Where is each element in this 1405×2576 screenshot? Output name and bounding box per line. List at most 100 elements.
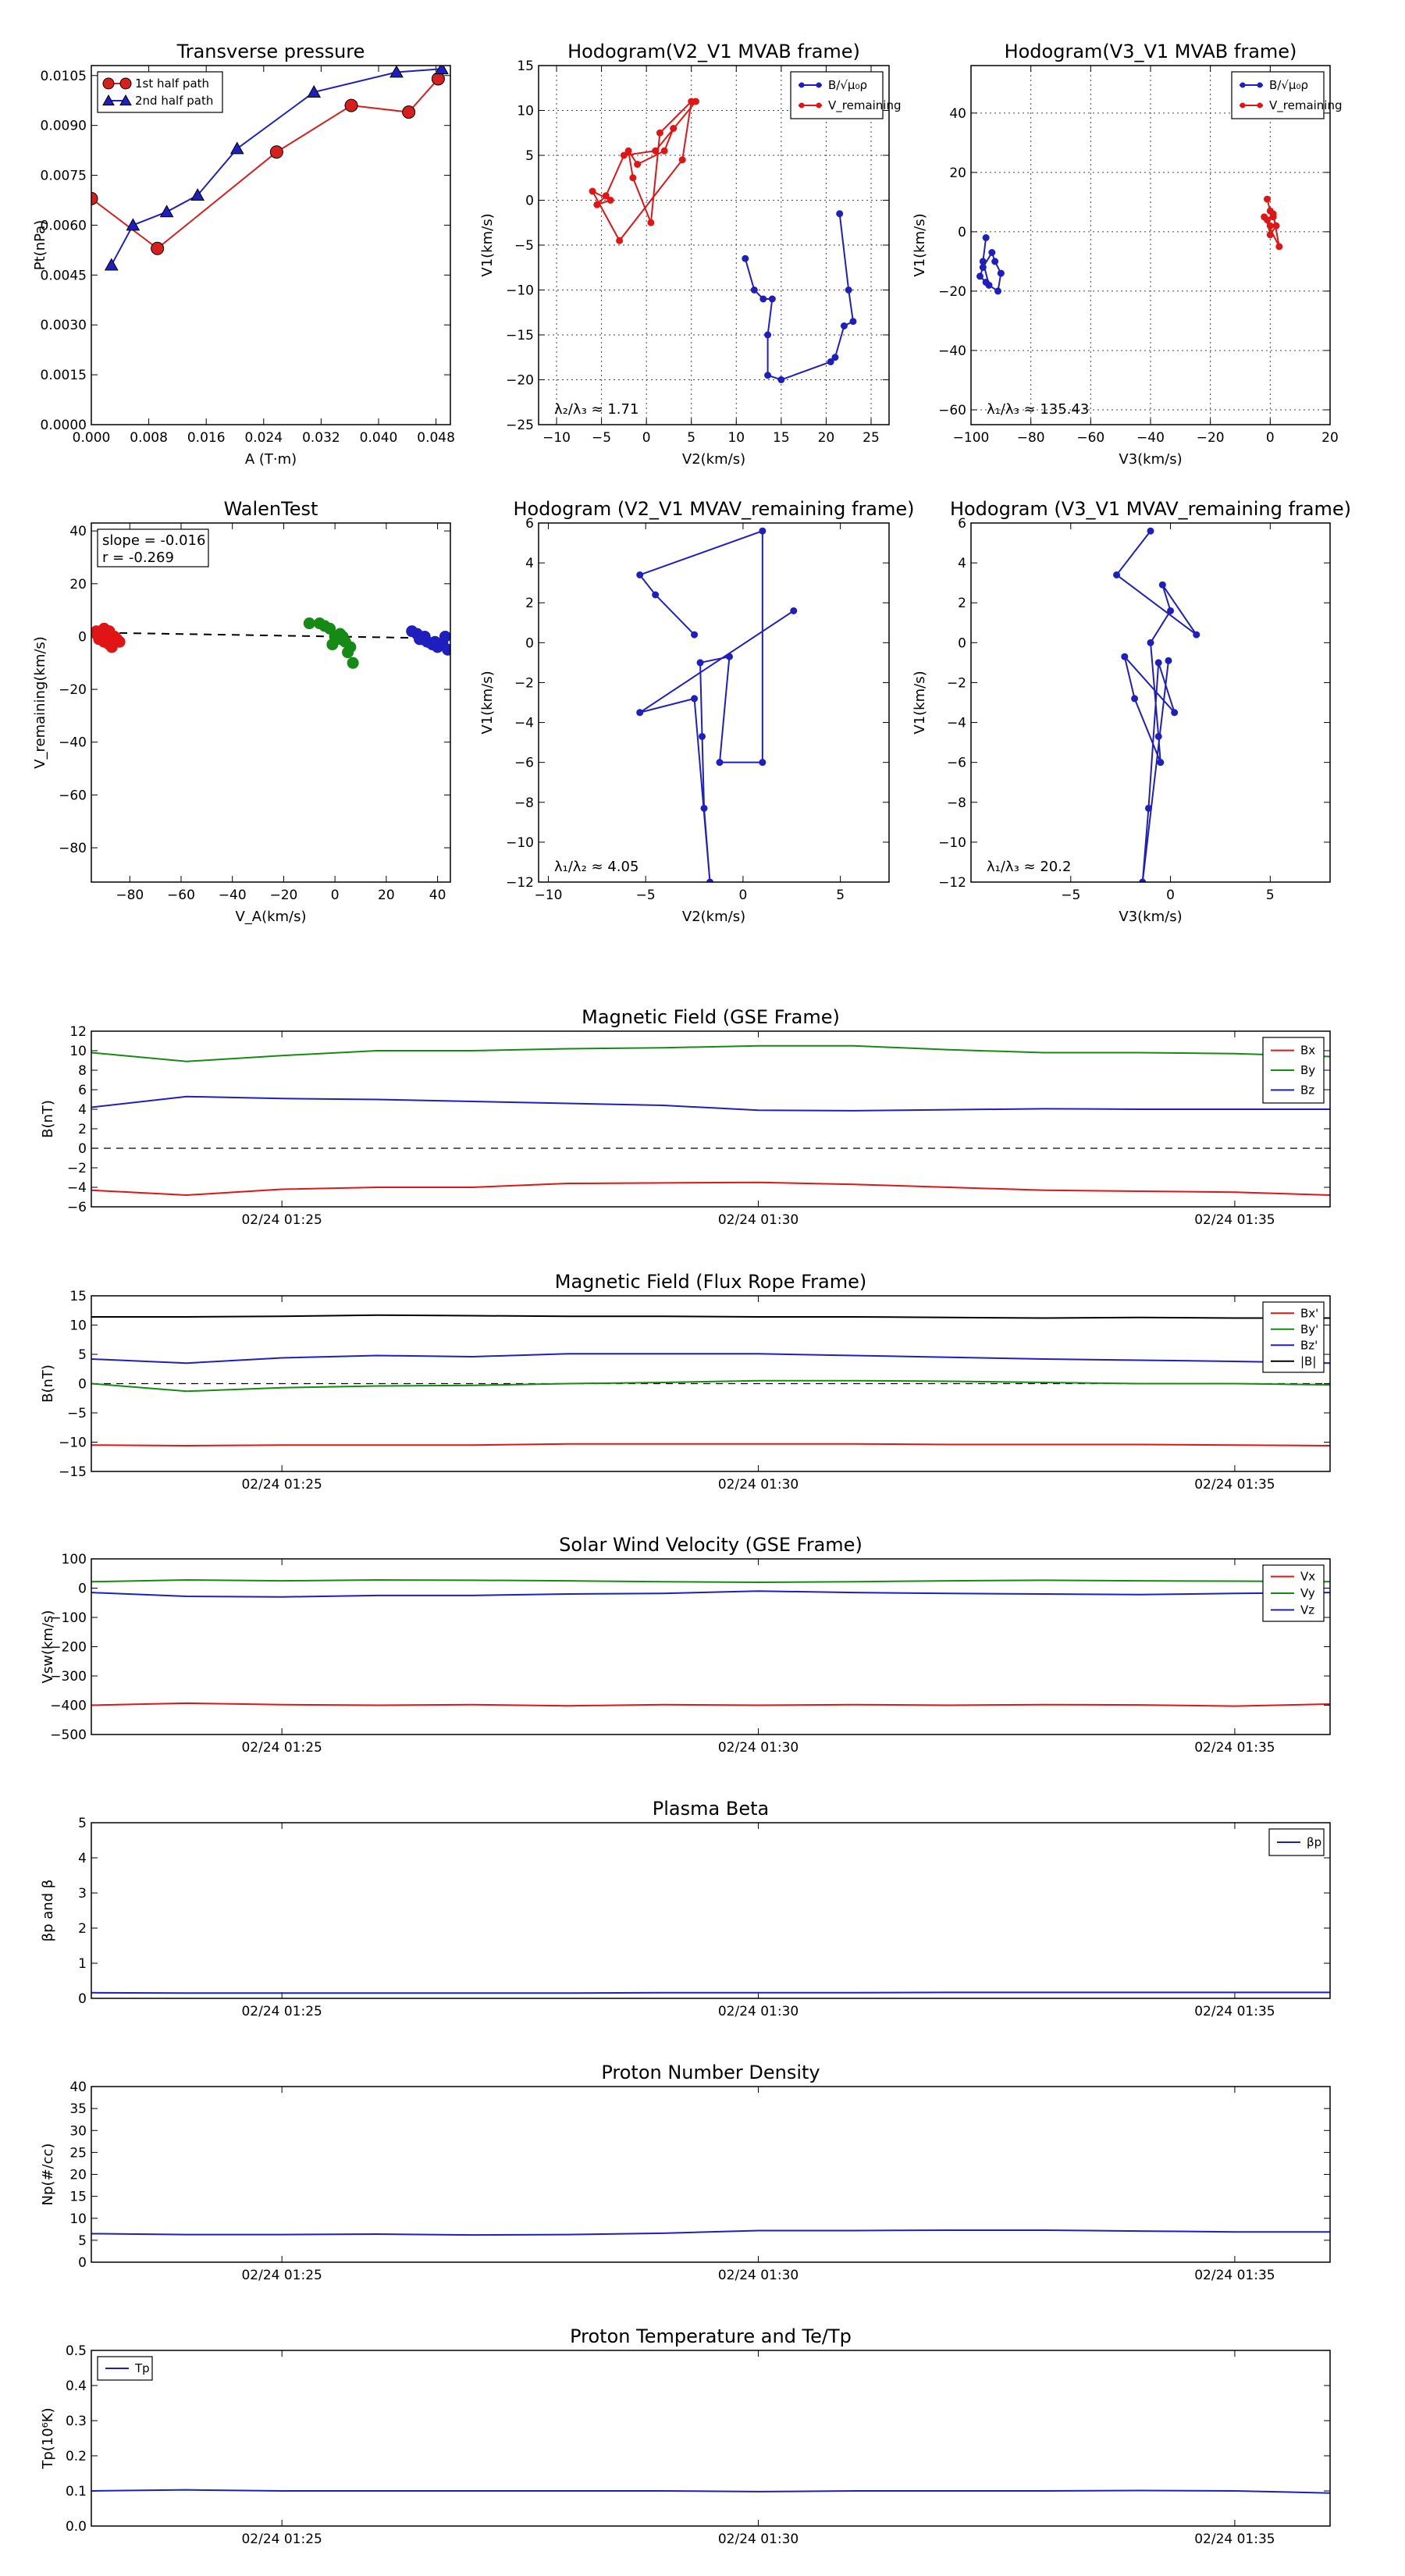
x-tick-label: 02/24 01:35: [1194, 2532, 1275, 2547]
y-tick-label: −10: [938, 835, 966, 851]
y-tick-label: 5: [78, 2233, 87, 2249]
stats-text: r = -0.269: [102, 550, 174, 566]
series-v-remaining-point: [616, 237, 624, 244]
plot-area: [589, 98, 857, 383]
chart-title: Transverse pressure: [176, 41, 365, 62]
x-tick-label: 02/24 01:35: [1194, 1740, 1275, 1756]
y-tick-label: 25: [69, 2145, 87, 2161]
series-0-point: [691, 631, 699, 639]
legend-label: 2nd half path: [135, 94, 213, 108]
y-tick-label: −10: [506, 283, 534, 299]
legend-marker: [799, 82, 805, 88]
legend-marker: [119, 77, 132, 90]
y-tick-label: −12: [938, 875, 966, 891]
chart-title: Hodogram (V2_V1 MVAV_remaining frame): [513, 498, 914, 520]
y-tick-label: 0: [78, 629, 87, 645]
chart-p12: Proton Temperature and Te/Tp 02/24 01:25 0…: [40, 2325, 1331, 2547]
plot-frame: [538, 65, 890, 425]
series-v-remaining-point: [652, 147, 660, 155]
y-tick-label: −2: [67, 1161, 87, 1176]
y-tick-label: −400: [50, 1699, 87, 1714]
legend: Tp: [97, 2356, 153, 2381]
chart-title: Proton Temperature and Te/Tp: [570, 2325, 852, 2347]
chart-p6: Hodogram (V3_V1 MVAV_remaining frame) −5 0…: [912, 498, 1351, 925]
x-tick-label: −5: [636, 888, 656, 903]
series-0-point: [759, 527, 767, 535]
y-tick-label: 5: [78, 1347, 87, 1363]
plot-area: [976, 195, 1283, 295]
plot-frame: [91, 1295, 1331, 1472]
y-tick-label: −8: [514, 795, 534, 811]
x-tick-label: 02/24 01:30: [718, 2532, 799, 2547]
y-tick-label: 4: [78, 1102, 87, 1118]
x-tick-label: 0: [642, 430, 651, 446]
legend-box: [97, 71, 223, 113]
x-tick-label: 02/24 01:25: [241, 2004, 322, 2019]
series-0-point: [696, 659, 704, 667]
series-b--point: [742, 254, 749, 262]
y-tick-label: 40: [69, 524, 87, 539]
series-0-point: [759, 759, 767, 767]
y-tick-label: −15: [59, 1464, 87, 1480]
y-axis-label: Pt(nPa): [32, 220, 48, 270]
series-b--point: [849, 318, 857, 326]
series-b--point: [840, 322, 848, 329]
chart-p5: Hodogram (V2_V1 MVAV_remaining frame) −10…: [479, 498, 915, 925]
y-axis-label: Tp(10⁶K): [40, 2407, 56, 2469]
chart-p9: Solar Wind Velocity (GSE Frame) 02/24 01:…: [40, 1534, 1331, 1756]
plot-frame: [91, 1558, 1331, 1735]
y-tick-label: −20: [938, 284, 966, 300]
x-tick-label: 02/24 01:30: [718, 2268, 799, 2283]
series-v-remaining-point: [1266, 222, 1274, 229]
y-tick-label: −6: [514, 756, 534, 771]
y-tick-label: 4: [78, 1851, 87, 1866]
x-axis-label: V3(km/s): [1119, 909, 1182, 925]
series-0-point: [1154, 659, 1162, 667]
series-0-point: [691, 695, 699, 703]
legend-marker: [1257, 82, 1263, 88]
y-tick-label: −200: [50, 1640, 87, 1656]
legend-label: V_remaining: [1269, 98, 1343, 113]
x-tick-label: 02/24 01:30: [718, 1477, 799, 1493]
series-2nd-half-path-line: [110, 68, 443, 266]
series-2nd-half-path-point: [435, 66, 449, 75]
series-v-remaining-point: [660, 147, 668, 155]
y-tick-label: 8: [78, 1063, 87, 1079]
chart-title: Plasma Beta: [653, 1798, 769, 1820]
legend-label: Vy: [1300, 1586, 1315, 1600]
x-tick-label: 20: [1321, 430, 1339, 446]
series-v-remaining-point: [606, 197, 614, 204]
y-tick-label: 30: [69, 2123, 87, 2139]
series-b--point: [768, 295, 776, 303]
x-tick-label: 02/24 01:25: [241, 1477, 322, 1493]
legend-label: By: [1300, 1063, 1315, 1077]
legend-box: [790, 71, 884, 119]
x-tick-label: −10: [542, 430, 571, 446]
series-v-remaining-point: [624, 147, 632, 155]
y-tick-label: −6: [67, 1200, 87, 1215]
y-tick-label: 10: [69, 2211, 87, 2227]
plot-area: [91, 2489, 1330, 2494]
y-tick-label: 0.0045: [41, 268, 87, 283]
series-0-point: [652, 591, 660, 599]
y-tick-label: 0: [78, 1141, 87, 1157]
series-v-remaining-point: [656, 129, 663, 137]
legend-label: Tp: [134, 2361, 150, 2375]
plot-area: [91, 1314, 1330, 1447]
series-v-remaining-point: [1272, 222, 1280, 229]
y-tick-label: −20: [506, 373, 534, 389]
legend-marker: [1240, 82, 1246, 88]
x-tick-label: −80: [1017, 430, 1045, 446]
fit-line: [91, 632, 450, 639]
y-tick-label: 6: [958, 516, 966, 532]
x-tick-label: 02/24 01:35: [1194, 1477, 1275, 1493]
series-0-point: [1131, 695, 1139, 703]
chart-title: Solar Wind Velocity (GSE Frame): [559, 1534, 863, 1556]
legend-marker: [799, 102, 805, 109]
series--b--line: [91, 1314, 1330, 1319]
chart-title: WalenTest: [224, 498, 318, 520]
legend-label: 1st half path: [135, 76, 209, 91]
y-tick-label: −10: [506, 835, 534, 851]
series-0-point: [1193, 631, 1200, 639]
